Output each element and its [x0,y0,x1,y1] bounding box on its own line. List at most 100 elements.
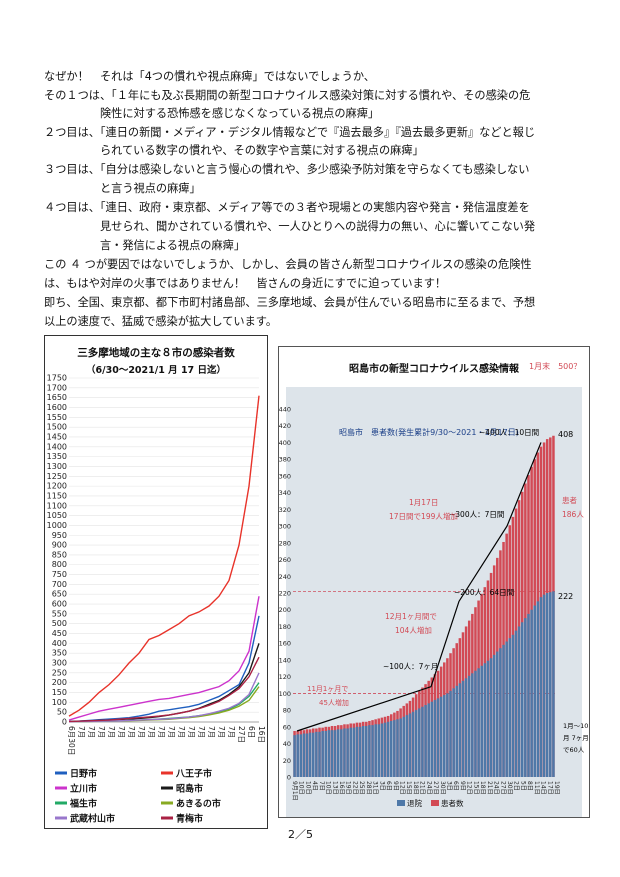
x-tick-label: 21日 [486,781,493,795]
annotation: ~200人：64日間 [454,588,514,597]
discharge-bar [293,735,296,777]
discharge-bar [389,720,393,777]
discharge-bar [467,675,471,777]
x-tick-label: 7月 [87,726,96,738]
legend-label: 昭島市 [176,783,203,795]
series-line [68,656,260,723]
page-number: 2／5 [288,828,313,841]
discharge-bar [333,730,337,777]
x-tick-label: 7日 [318,781,325,791]
y-tick-label: 1600 [47,403,67,412]
annotation: 222 [558,592,573,601]
y-tick-label: 800 [52,560,67,569]
y-tick-label: 280 [279,539,291,547]
text-line: なぜか！ それは「4つの慣れや視点麻痺」ではないでしょうか、 [44,70,375,83]
y-tick-label: 1350 [47,452,67,461]
series-line [68,615,260,723]
discharge-bar [511,634,515,777]
discharge-bar [455,685,459,777]
x-tick-label: 4日 [311,781,318,791]
chart-title: 三多摩地域の主な８市の感染者数 [77,347,235,359]
x-tick-label: 7月 [147,726,156,738]
legend-label: 青梅市 [176,813,203,825]
x-tick-label: 6日 [452,781,459,791]
discharge-bar [471,673,474,777]
text-line: 以上の速度で、猛威で感染が拡大しています。 [44,315,278,328]
y-tick-label: 1100 [47,501,67,510]
trend-line [296,442,542,732]
discharge-bar [492,654,496,777]
annotation: 11月1ヶ月で [307,685,348,693]
discharge-bar [321,731,324,777]
discharge-bar [530,609,533,777]
x-tick-label: 14日 [540,781,547,795]
annotation: 104人増加 [395,625,432,635]
discharge-bar [489,658,493,777]
discharge-bar [527,613,530,777]
y-tick-label: 600 [52,600,67,609]
x-tick-label: 10日 [325,781,332,795]
bar-chart-title: 昭島市の新型コロナウイルス感染情報 [349,364,519,375]
x-tick-label: 19日 [553,781,560,795]
y-tick-label: 700 [52,580,67,589]
text-line: ３つ目は、「自分は感染しないと言う慢心の慣れや、多少感染予防対策を守らなくても感… [44,163,530,176]
x-tick-label: 18日 [412,781,419,795]
y-tick-label: 40 [283,740,291,748]
x-tick-label: 27日 [499,781,506,795]
y-tick-label: 1650 [47,393,67,402]
text-line: 険性に対する恐怖感を感じなくなっている視点の麻痺」 [44,107,380,120]
x-tick-label: 12日 [466,781,473,795]
discharge-bar [439,696,443,777]
y-tick-label: 1000 [47,521,67,530]
discharge-bar [386,721,390,777]
discharge-bar [402,716,405,777]
y-tick-label: 750 [52,570,67,579]
y-tick-label: 300 [52,659,67,668]
annotation: 17日間で199人増加 [389,511,458,521]
discharge-bar [502,644,505,777]
annotation: 1月～10 [563,722,588,730]
x-tick-label: 16日 [338,781,345,795]
line-chart-card: 三多摩地域の主な８市の感染者数 （6/30～2021/1 月 17 日迄） 17… [44,335,268,829]
discharge-bar [533,605,536,777]
y-tick-label: 260 [279,556,291,564]
discharge-bar [383,722,387,777]
x-tick-label: 8日 [526,781,533,791]
x-tick-label: 24日 [425,781,432,795]
annotation: ~100人：7ヶ月 [383,662,438,671]
discharge-bar [443,695,446,777]
discharge-bar [374,724,377,777]
discharge-bar [433,700,437,777]
chart-subtitle: （6/30～2021/1 月 17 日迄） [86,365,226,376]
y-tick-label: 150 [52,688,67,697]
discharge-bar [449,690,452,777]
annotation: ~300人：7日間 [449,510,504,519]
discharge-bar [458,683,462,777]
y-tick-label: 1200 [47,482,67,491]
text-line: 言・発信による視点の麻痺」 [44,239,246,252]
annotation: 月 7ヶ月 [563,734,589,742]
discharge-bar [315,731,318,777]
discharge-bar [496,651,499,777]
discharge-bar [514,630,518,777]
discharge-bar [349,727,352,777]
text-line: その１つは、「１年にも及ぶ長期間の新型コロナウイルス感染対策に対する慣れや、その… [44,89,531,102]
x-tick-label: 3日 [378,781,385,791]
y-tick-label: 650 [52,590,67,599]
bar-chart-subtitle: 昭島市 患者数(発生累計9/30～2021・1月17日) [339,427,519,437]
text-line: は、もはや対岸の火事ではありません！ 皆さんの身近にすでに迫っています！ [44,277,447,290]
x-tick-label: 27日 [432,781,439,795]
y-tick-label: 1700 [47,383,67,392]
text-line: 即ち、全国、東京都、都下市町村諸島部、三多摩地域、会員が住んでいる昭島市に至るま… [44,296,536,309]
discharge-bar [545,593,549,777]
y-tick-label: 200 [52,678,67,687]
y-tick-label: 20 [283,757,291,765]
discharge-bar [524,618,527,777]
annotation: 12月1ヶ月間で [385,612,437,621]
x-tick-label: 2日 [513,781,520,791]
discharge-bar [549,592,552,777]
y-tick-label: 180 [279,623,291,631]
discharge-bar [327,730,331,777]
y-tick-label: 420 [279,422,291,430]
x-tick-label: 7月 [187,726,196,738]
